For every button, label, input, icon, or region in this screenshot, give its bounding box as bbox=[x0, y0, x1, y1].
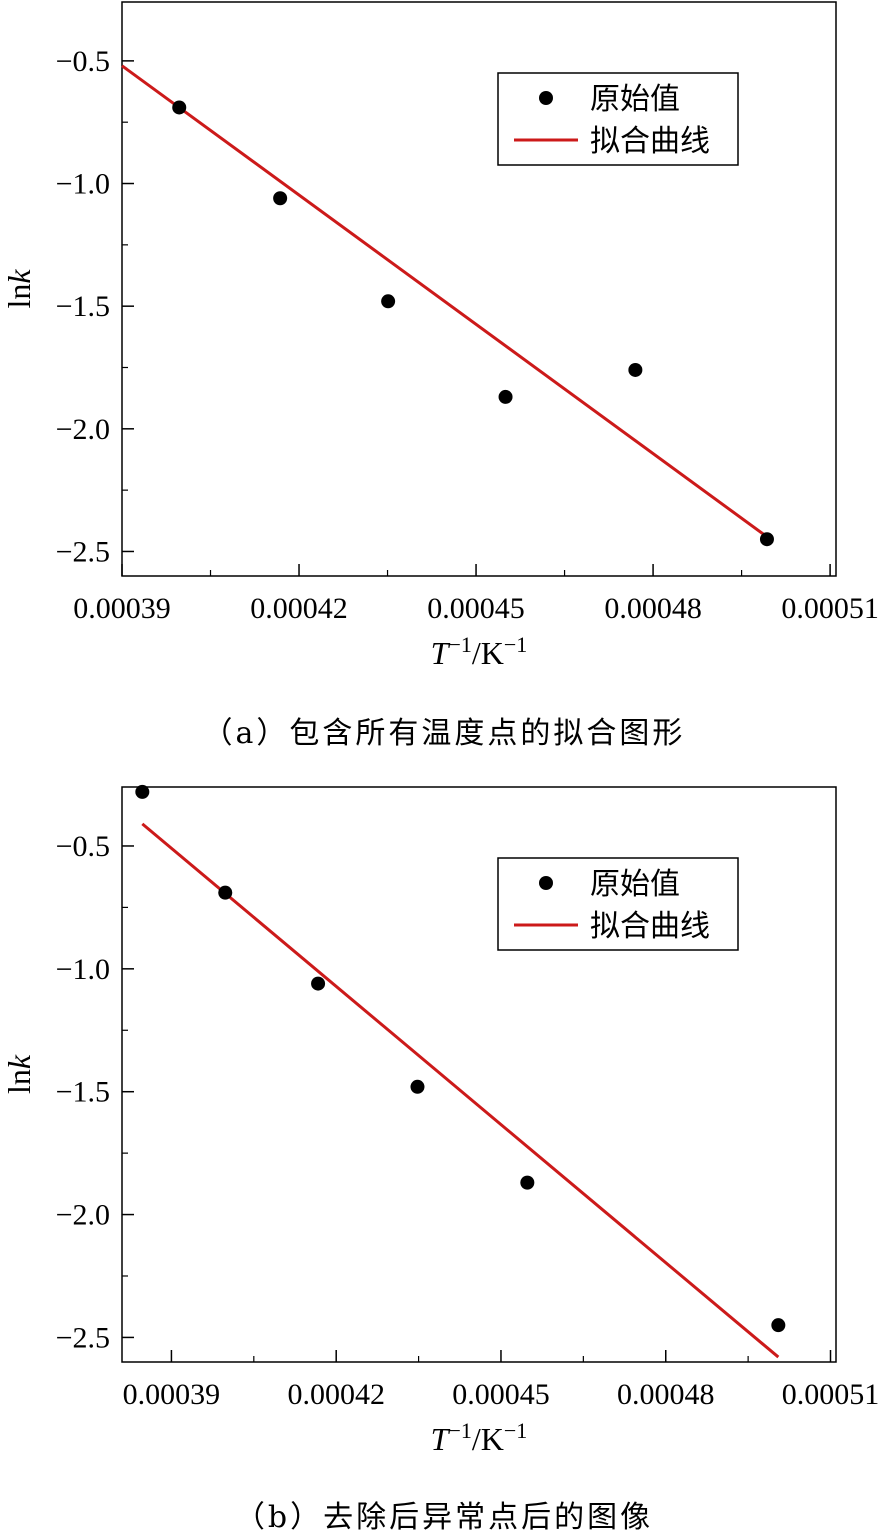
chart-a-data-point bbox=[381, 294, 396, 309]
chart-b-caption: （b）去除后异常点后的图像 bbox=[234, 1500, 654, 1535]
chart-a-legend-label-points: 原始值 bbox=[590, 82, 680, 117]
chart-a-y-tick-label: −1.0 bbox=[56, 168, 110, 201]
chart-a-x-tick-label: 0.00039 bbox=[73, 592, 171, 625]
chart-a-data-point bbox=[172, 100, 187, 115]
chart-b-x-axis-label: T−1/K−1 bbox=[431, 1418, 528, 1457]
chart-a-fit-line bbox=[121, 64, 768, 538]
chart-b-x-tick-label: 0.00045 bbox=[452, 1378, 550, 1411]
chart-b-data-point bbox=[520, 1175, 535, 1190]
chart-a-x-axis-label: T−1/K−1 bbox=[431, 632, 528, 671]
chart-a-legend-point-marker bbox=[539, 91, 553, 105]
chart-a-data-point bbox=[498, 389, 513, 404]
chart-a-legend-label-line: 拟合曲线 bbox=[590, 124, 710, 159]
chart-b-legend-label-line: 拟合曲线 bbox=[590, 909, 710, 944]
chart-b-x-tick-label: 0.00039 bbox=[123, 1378, 221, 1411]
chart-b-legend-point-marker bbox=[539, 876, 553, 890]
chart-b-plot-frame bbox=[121, 786, 837, 1363]
chart-b-y-tick-label: −2.5 bbox=[56, 1321, 110, 1354]
chart-a: 0.00039 0.00042 0.00045 0.00048 0.00051 −0.5 −… bbox=[1, 1, 879, 671]
chart-b-legend bbox=[497, 857, 739, 951]
chart-b-x-tick-label: 0.00051 bbox=[782, 1378, 880, 1411]
chart-a-data-point bbox=[273, 191, 288, 206]
chart-a-y-tick-label: −2.5 bbox=[56, 535, 110, 568]
chart-b-fit-line bbox=[141, 822, 780, 1359]
chart-a-y-axis-label: lnk bbox=[1, 269, 37, 309]
chart-a-caption: （a）包含所有温度点的拟合图形 bbox=[202, 716, 686, 751]
chart-b-x-tick-label: 0.00048 bbox=[617, 1378, 715, 1411]
chart-b-data-point bbox=[311, 976, 326, 991]
chart-a-legend bbox=[497, 72, 739, 166]
chart-b-y-axis-label: lnk bbox=[1, 1054, 37, 1094]
chart-b-data-point bbox=[410, 1079, 425, 1094]
chart-b-y-tick-label: −2.0 bbox=[56, 1199, 110, 1232]
chart-b-y-tick-label: −0.5 bbox=[56, 830, 110, 863]
chart-b-legend-label-points: 原始值 bbox=[590, 867, 680, 902]
chart-b-x-tick-label: 0.00042 bbox=[287, 1378, 385, 1411]
chart-a-y-tick-label: −0.5 bbox=[56, 45, 110, 78]
chart-b-data-point bbox=[135, 784, 150, 799]
chart-a-data-point bbox=[628, 362, 643, 377]
chart-a-x-tick-label: 0.00051 bbox=[781, 592, 879, 625]
chart-a-plot-frame bbox=[121, 1, 837, 577]
chart-b-data-point bbox=[771, 1318, 786, 1333]
chart-a-x-tick-label: 0.00042 bbox=[250, 592, 348, 625]
chart-a-y-tick-label: −2.0 bbox=[56, 413, 110, 446]
chart-b-data-point bbox=[218, 885, 233, 900]
chart-b-y-tick-label: −1.0 bbox=[56, 953, 110, 986]
chart-a-x-tick-label: 0.00045 bbox=[427, 592, 525, 625]
chart-a-x-tick-label: 0.00048 bbox=[604, 592, 702, 625]
chart-b: 0.00039 0.00042 0.00045 0.00048 0.00051 −0.5 −… bbox=[1, 784, 880, 1457]
chart-a-data-point bbox=[759, 532, 774, 547]
chart-b-y-tick-label: −1.5 bbox=[56, 1076, 110, 1109]
chart-a-y-tick-label: −1.5 bbox=[56, 290, 110, 323]
